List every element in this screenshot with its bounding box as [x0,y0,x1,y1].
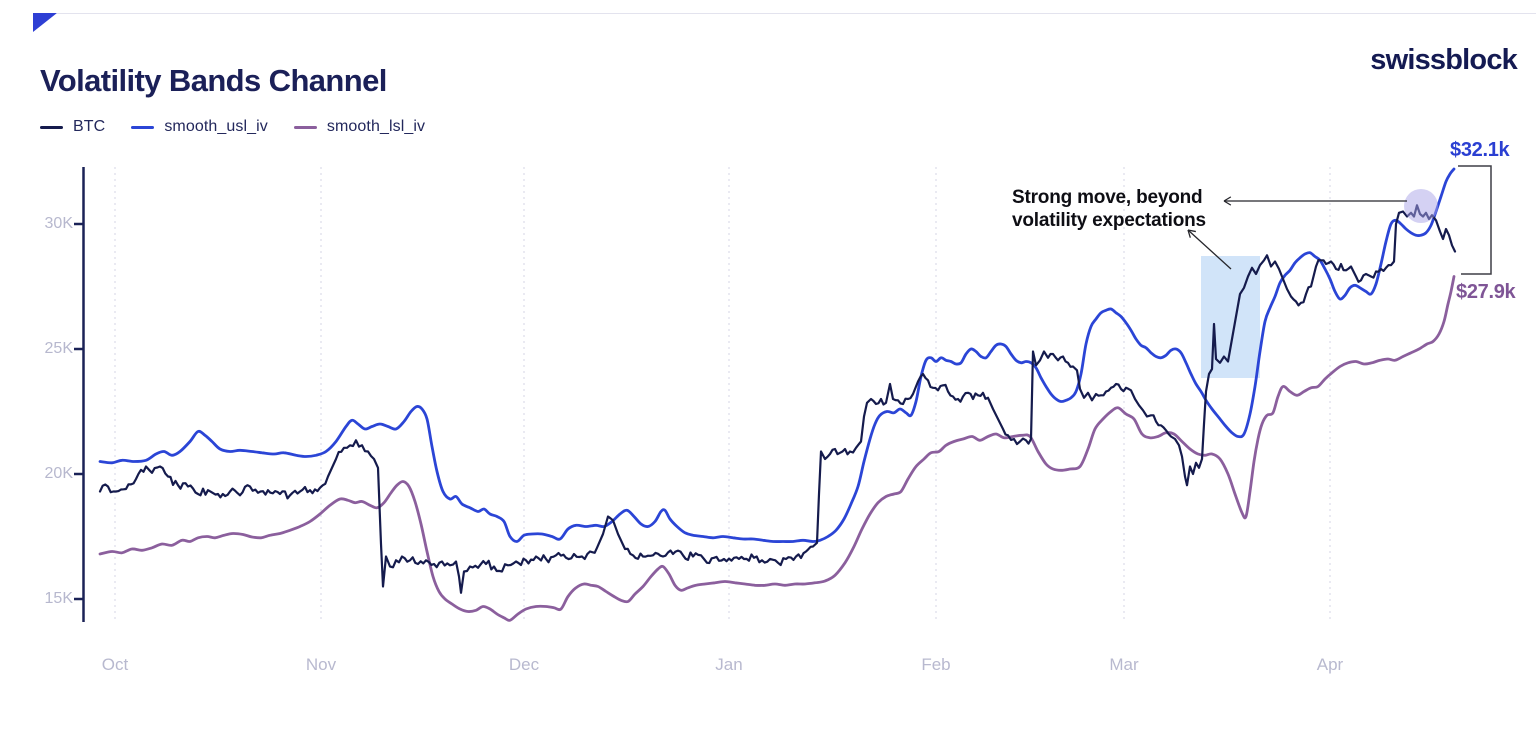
legend-item-smooth-usl-iv: smooth_usl_iv [131,118,268,136]
corner-triangle-icon [33,13,57,32]
legend-dash-icon [40,125,63,129]
usl-end-price-label: $32.1k [1450,139,1510,161]
legend-label: BTC [73,118,106,135]
legend-label: smooth_usl_iv [164,118,268,135]
page-title: Volatility Bands Channel [40,62,387,98]
annotation-line-2: volatility expectations [1012,210,1206,231]
lsl-end-price-label: $27.9k [1456,281,1516,303]
chart-legend: BTC smooth_usl_iv smooth_lsl_iv [40,118,425,136]
legend-item-smooth-lsl-iv: smooth_lsl_iv [293,118,426,136]
brand-logo: swissblock [1370,44,1518,76]
chart-annotation: Strong move, beyond volatility expectati… [1012,186,1206,232]
legend-label: smooth_lsl_iv [326,118,426,135]
annotation-line-1: Strong move, beyond [1012,187,1203,208]
legend-dash-icon [131,125,155,129]
top-divider [57,13,1536,14]
legend-item-btc: BTC [40,118,105,136]
legend-dash-icon [293,125,317,129]
